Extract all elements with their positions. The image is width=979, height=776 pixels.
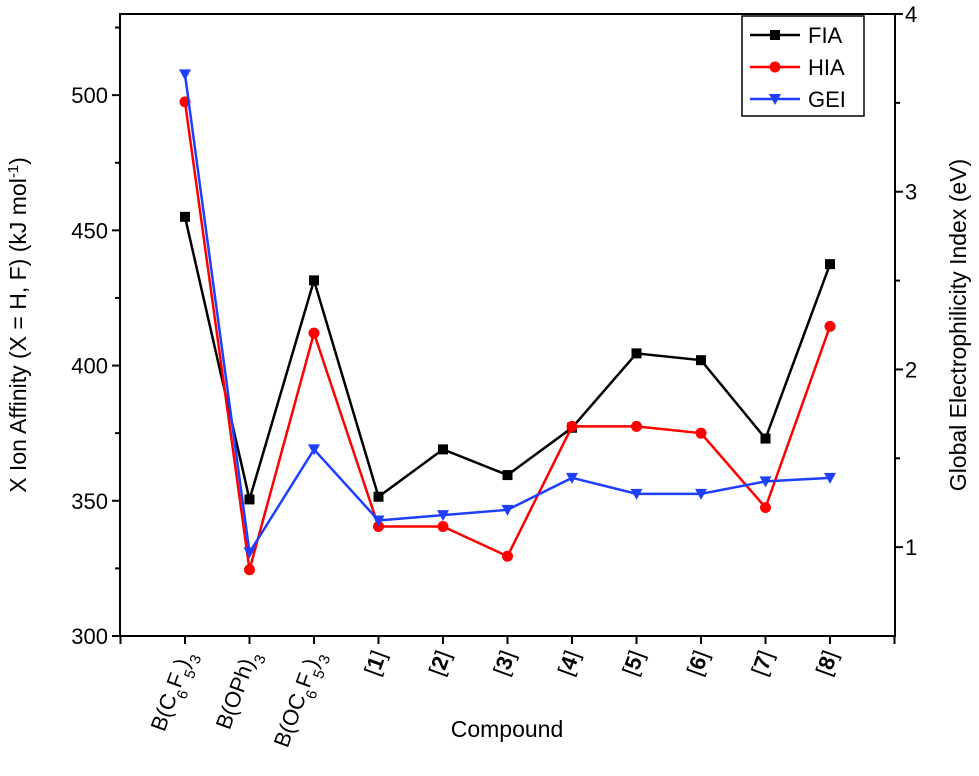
gei-point — [372, 515, 385, 527]
x-tick-label: B(C6F5)3 — [146, 647, 205, 737]
y-left-tick-label: 300 — [71, 624, 108, 649]
fia-point — [825, 259, 835, 270]
y-left-tick-label: 500 — [71, 83, 108, 108]
gei-series — [179, 69, 836, 559]
legend-item-gei: GEI — [750, 87, 846, 112]
x-tick-label: [6] — [682, 647, 714, 679]
gei-line — [183, 74, 831, 557]
hia-point — [437, 520, 449, 532]
fia-point — [631, 348, 642, 359]
hia-point — [695, 427, 707, 439]
legend: FIA HIA GEI — [741, 15, 865, 117]
x-tick-label: [3] — [488, 647, 520, 679]
hia-point — [769, 61, 781, 73]
fia-point — [770, 30, 780, 40]
fia-point — [696, 355, 706, 366]
hia-point — [631, 420, 642, 432]
gei-point — [824, 472, 836, 484]
gei-point — [769, 94, 781, 105]
x-tick-label: [2] — [424, 647, 456, 679]
hia-point — [244, 564, 255, 576]
hia-point — [308, 327, 320, 339]
gei-point — [630, 488, 643, 500]
y-right-tick-label: 2 — [905, 357, 917, 382]
series-layer — [179, 69, 836, 576]
legend-label: GEI — [808, 87, 846, 112]
fia-series — [180, 211, 835, 505]
legend-label: FIA — [808, 23, 843, 48]
x-axis-title: Compound — [451, 716, 564, 742]
x-tick-label: B(OC6F5)3 — [269, 647, 334, 753]
x-tick-label: B(OPh)3 — [211, 647, 269, 735]
fia-point — [502, 470, 513, 481]
y-axis-right-title: Global Electrophilicity Index (eV) — [945, 159, 971, 491]
hia-point — [760, 502, 771, 514]
gei-point — [308, 444, 320, 456]
fia-point — [180, 211, 190, 222]
x-tick-label: [4] — [553, 647, 585, 679]
fia-point — [244, 494, 255, 505]
y-left-tick-label: 450 — [71, 218, 108, 243]
fia-point — [309, 275, 319, 286]
fia-point — [760, 433, 771, 444]
fia-point — [438, 444, 448, 455]
hia-series — [179, 96, 836, 576]
y-left-tick-label: 350 — [71, 489, 108, 514]
x-tick-label: [1] — [359, 647, 391, 679]
y-right-tick-label: 4 — [905, 2, 917, 27]
gei-point — [566, 472, 578, 484]
gei-point — [759, 476, 772, 488]
x-tick-label: [8] — [811, 647, 843, 679]
gei-point — [179, 69, 191, 81]
y-right-tick-label: 1 — [905, 535, 917, 560]
fia-point — [373, 491, 384, 502]
legend-label: HIA — [808, 55, 845, 80]
x-tick-label: [7] — [746, 647, 778, 679]
gei-point — [501, 504, 514, 516]
legend-item-fia: FIA — [750, 23, 843, 48]
right-axis: 1 2 3 4 — [895, 2, 917, 560]
gei-point — [695, 488, 707, 500]
gei-point — [243, 547, 256, 559]
hia-point — [566, 420, 578, 432]
gei-point — [437, 510, 449, 522]
legend-item-hia: HIA — [750, 55, 845, 80]
hia-point — [502, 550, 513, 562]
y-left-tick-label: 400 — [71, 354, 108, 379]
fia-line — [183, 216, 832, 505]
left-axis: 300 350 400 450 500 — [71, 26, 120, 649]
y-axis-left-title: X Ion Affinity (X = H, F) (kJ mol-1) — [5, 157, 32, 493]
hia-point — [824, 320, 836, 332]
y-right-tick-label: 3 — [905, 180, 917, 205]
x-tick-label: [5] — [617, 647, 649, 679]
